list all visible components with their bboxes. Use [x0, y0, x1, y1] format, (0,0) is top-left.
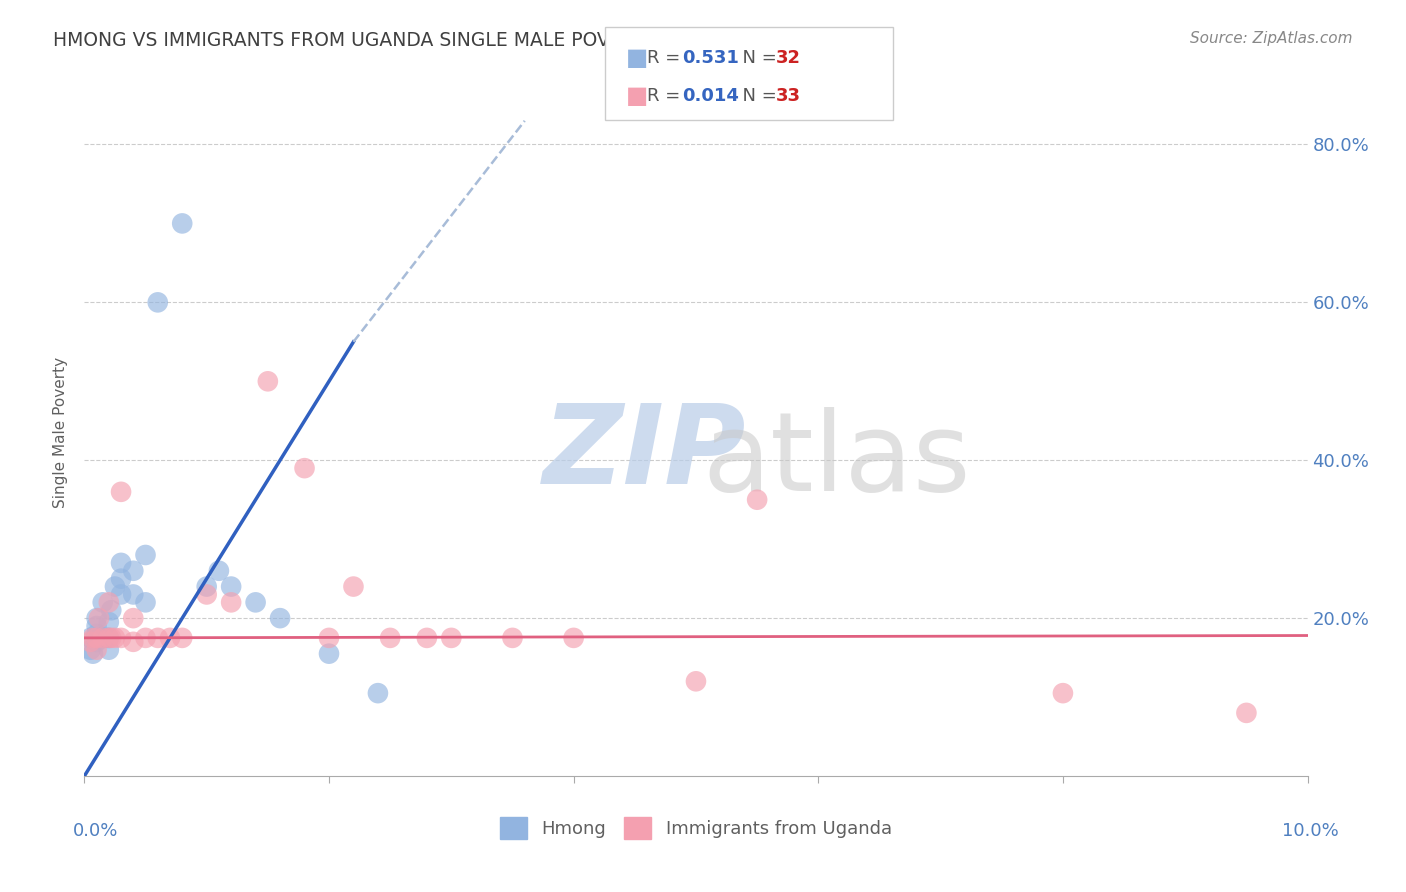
- Text: Source: ZipAtlas.com: Source: ZipAtlas.com: [1189, 31, 1353, 46]
- Point: [79, 631, 101, 645]
- Point: [502, 631, 524, 645]
- Point: [1052, 686, 1074, 700]
- Point: [195, 580, 218, 594]
- Point: [1236, 706, 1258, 720]
- Point: [146, 631, 169, 645]
- Point: [122, 587, 145, 601]
- Point: [110, 556, 132, 570]
- Text: 32: 32: [776, 49, 801, 67]
- Text: ■: ■: [626, 85, 648, 108]
- Point: [172, 216, 194, 230]
- Point: [318, 631, 340, 645]
- Text: ■: ■: [626, 46, 648, 70]
- Text: 0.0%: 0.0%: [73, 822, 118, 840]
- Point: [87, 631, 110, 645]
- Point: [318, 647, 340, 661]
- Point: [97, 595, 120, 609]
- Point: [86, 611, 108, 625]
- Point: [122, 611, 145, 625]
- Point: [110, 572, 132, 586]
- Point: [440, 631, 463, 645]
- Point: [269, 611, 291, 625]
- Text: 0.531: 0.531: [682, 49, 738, 67]
- Point: [110, 484, 132, 499]
- Point: [104, 580, 127, 594]
- Point: [110, 587, 132, 601]
- Text: R =: R =: [647, 87, 686, 105]
- Point: [135, 631, 157, 645]
- Point: [110, 631, 132, 645]
- Point: [82, 647, 104, 661]
- Text: 33: 33: [776, 87, 801, 105]
- Point: [100, 603, 122, 617]
- Text: R =: R =: [647, 49, 686, 67]
- Point: [82, 631, 104, 645]
- Text: atlas: atlas: [702, 407, 970, 514]
- Point: [86, 635, 108, 649]
- Point: [380, 631, 402, 645]
- Point: [104, 631, 127, 645]
- Text: N =: N =: [731, 49, 783, 67]
- Text: N =: N =: [731, 87, 783, 105]
- Y-axis label: Single Male Poverty: Single Male Poverty: [53, 357, 69, 508]
- Point: [79, 642, 101, 657]
- Text: 10.0%: 10.0%: [1282, 822, 1339, 840]
- Point: [159, 631, 181, 645]
- Point: [416, 631, 439, 645]
- Point: [342, 580, 364, 594]
- Point: [257, 374, 280, 388]
- Point: [91, 631, 114, 645]
- Text: 0.014: 0.014: [682, 87, 738, 105]
- Point: [245, 595, 267, 609]
- Point: [97, 631, 120, 645]
- Point: [367, 686, 389, 700]
- Point: [97, 615, 120, 629]
- Point: [96, 631, 118, 645]
- Point: [100, 631, 122, 645]
- Point: [146, 295, 169, 310]
- Point: [294, 461, 316, 475]
- Point: [562, 631, 585, 645]
- Point: [135, 548, 157, 562]
- Point: [219, 595, 242, 609]
- Point: [747, 492, 769, 507]
- Point: [219, 580, 242, 594]
- Point: [86, 631, 108, 645]
- Text: ZIP: ZIP: [543, 400, 747, 507]
- Point: [172, 631, 194, 645]
- Point: [685, 674, 707, 689]
- Text: HMONG VS IMMIGRANTS FROM UGANDA SINGLE MALE POVERTY CORRELATION CHART: HMONG VS IMMIGRANTS FROM UGANDA SINGLE M…: [53, 31, 866, 50]
- Point: [122, 564, 145, 578]
- Point: [86, 627, 108, 641]
- Point: [97, 631, 120, 645]
- Point: [208, 564, 231, 578]
- Point: [79, 635, 101, 649]
- Legend: Hmong, Immigrants from Uganda: Hmong, Immigrants from Uganda: [492, 810, 900, 846]
- Point: [86, 619, 108, 633]
- Point: [91, 595, 114, 609]
- Point: [195, 587, 218, 601]
- Point: [122, 635, 145, 649]
- Point: [87, 611, 110, 625]
- Point: [135, 595, 157, 609]
- Point: [91, 631, 114, 645]
- Point: [86, 642, 108, 657]
- Point: [97, 642, 120, 657]
